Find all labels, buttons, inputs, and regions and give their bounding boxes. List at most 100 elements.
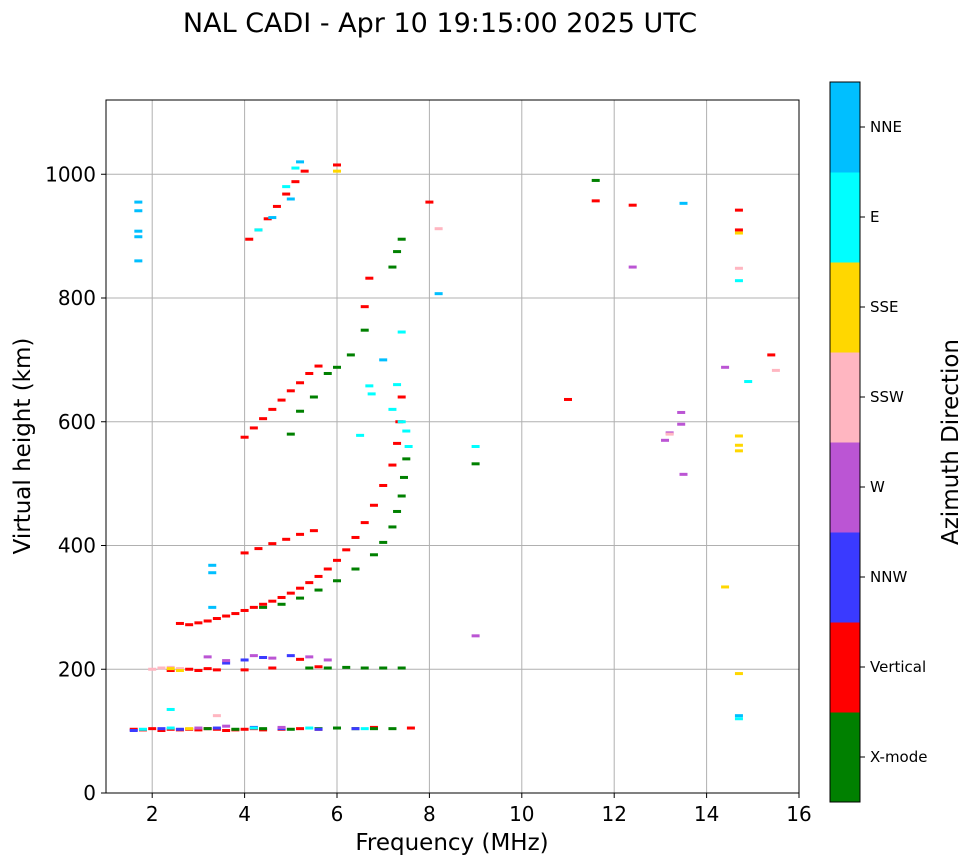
data-point: [471, 634, 480, 638]
data-point: [175, 621, 184, 625]
data-point: [661, 438, 670, 442]
data-point: [388, 265, 397, 269]
data-point: [365, 384, 374, 388]
data-point: [397, 330, 406, 334]
data-point: [333, 726, 341, 730]
data-point: [194, 668, 203, 672]
y-tick-label: 600: [58, 410, 96, 434]
data-point: [231, 612, 240, 616]
data-point: [296, 596, 305, 600]
data-point: [402, 429, 411, 433]
data-point: [222, 729, 231, 733]
data-point: [734, 717, 743, 721]
x-tick-label: 14: [694, 802, 719, 826]
data-marks: [129, 160, 780, 733]
data-point: [175, 727, 184, 731]
data-point: [212, 714, 221, 718]
data-point: [734, 434, 743, 438]
data-point: [268, 216, 277, 220]
series-e: [138, 166, 753, 731]
y-axis-ticks: 0 200 400 600 800 1000: [45, 162, 106, 805]
data-point: [360, 521, 369, 525]
data-point: [734, 279, 743, 283]
data-point: [240, 658, 249, 662]
data-point: [356, 433, 365, 437]
data-point: [379, 358, 388, 362]
data-point: [333, 365, 341, 369]
data-point: [282, 185, 291, 189]
data-point: [393, 383, 402, 387]
data-point: [268, 599, 277, 603]
data-point: [203, 727, 212, 731]
x-tick-label: 6: [331, 802, 344, 826]
series-w: [194, 265, 730, 730]
data-point: [134, 200, 143, 204]
data-point: [259, 417, 268, 421]
data-point: [399, 475, 408, 479]
data-point: [323, 567, 332, 571]
data-point: [351, 727, 360, 731]
data-point: [379, 483, 388, 487]
data-point: [291, 166, 300, 170]
colorbar-tick-label: Vertical: [870, 658, 926, 676]
data-point: [323, 658, 332, 662]
data-point: [397, 395, 406, 399]
data-point: [296, 381, 305, 385]
colorbar-swatch-w: [830, 442, 860, 533]
data-point: [268, 656, 277, 660]
data-point: [277, 595, 286, 599]
data-point: [397, 237, 406, 241]
data-point: [185, 667, 194, 671]
data-point: [208, 605, 217, 609]
data-point: [369, 503, 378, 507]
y-tick-label: 400: [58, 534, 96, 558]
data-point: [734, 266, 743, 270]
data-point: [208, 571, 217, 575]
data-point: [185, 727, 194, 731]
data-point: [194, 728, 203, 732]
data-point: [365, 276, 374, 280]
data-point: [231, 727, 240, 731]
colorbar-swatch-vertical: [830, 622, 860, 713]
data-point: [379, 666, 388, 670]
data-point: [323, 666, 332, 670]
data-point: [314, 665, 323, 669]
data-point: [222, 724, 231, 728]
data-point: [314, 574, 323, 578]
data-point: [388, 463, 397, 467]
data-point: [286, 654, 295, 658]
data-point: [296, 160, 305, 164]
data-point: [309, 395, 318, 399]
data-point: [591, 199, 600, 203]
colorbar-swatch-sse: [830, 262, 860, 353]
y-tick-label: 200: [58, 657, 96, 681]
data-point: [240, 668, 249, 672]
data-point: [333, 163, 341, 167]
data-point: [314, 364, 323, 368]
x-tick-label: 2: [146, 802, 159, 826]
data-point: [259, 655, 268, 659]
x-tick-label: 12: [601, 802, 626, 826]
colorbar-tick-label: NNE: [870, 118, 902, 136]
data-point: [286, 432, 295, 436]
colorbar-swatch-e: [830, 172, 860, 263]
grid: [106, 100, 800, 794]
data-point: [254, 228, 263, 232]
data-point: [305, 726, 314, 730]
data-point: [471, 445, 480, 448]
data-point: [277, 725, 286, 729]
x-tick-label: 8: [423, 802, 436, 826]
data-point: [245, 237, 254, 241]
data-point: [434, 227, 443, 231]
x-axis-ticks: 2 4 6 8 10 12 14 16: [146, 793, 812, 826]
data-point: [369, 553, 378, 557]
data-point: [208, 563, 217, 567]
data-point: [282, 192, 291, 196]
data-point: [393, 250, 402, 254]
data-point: [300, 169, 309, 173]
data-point: [194, 726, 203, 730]
x-tick-label: 16: [786, 802, 811, 826]
series-ssw: [148, 227, 780, 718]
data-point: [397, 494, 406, 498]
data-point: [744, 380, 753, 384]
